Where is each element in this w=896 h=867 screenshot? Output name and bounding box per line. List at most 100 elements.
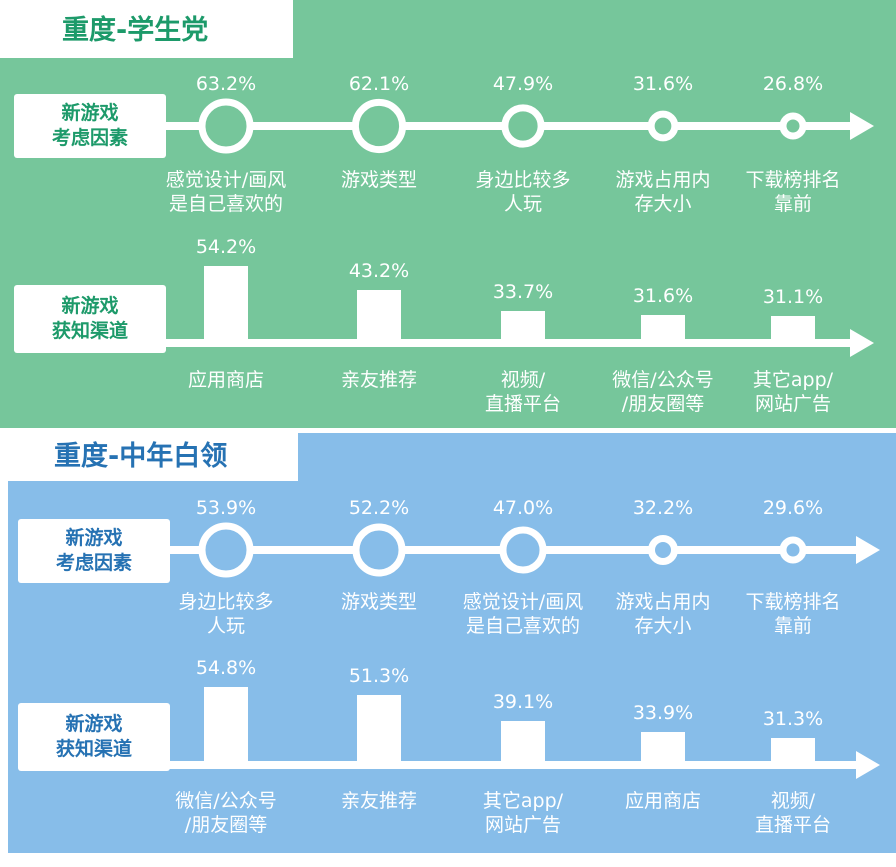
student-title: 重度-学生党 bbox=[0, 0, 293, 58]
category-label-line: 游戏占用内 bbox=[615, 169, 711, 191]
category-label-line: 亲友推荐 bbox=[340, 369, 417, 391]
category-label-line: 网站广告 bbox=[754, 393, 831, 415]
category-label: 身边比较多 人玩 bbox=[151, 590, 301, 638]
category-label-line: 人玩 bbox=[503, 193, 542, 215]
row-label: 新游戏 考虑因素 bbox=[14, 94, 166, 158]
category-label: 其它app/网站广告 bbox=[448, 789, 598, 837]
bubble-point bbox=[351, 98, 407, 154]
axis-arrowhead bbox=[856, 536, 880, 564]
row-label-line: 获知渠道 bbox=[51, 320, 128, 342]
value-label: 62.1% bbox=[348, 73, 410, 95]
value-label: 31.3% bbox=[762, 707, 824, 730]
category-label: 应用商店 bbox=[151, 368, 301, 392]
category-label-line: 视频/ bbox=[770, 790, 816, 812]
value-label: 33.9% bbox=[632, 702, 694, 725]
category-label: 感觉设计/画风 是自己喜欢的 bbox=[448, 590, 598, 638]
category-label-line: 微信/公众号 bbox=[175, 790, 277, 812]
axis-arrowhead bbox=[850, 112, 874, 140]
bar-mark bbox=[357, 290, 401, 340]
row-label-line: 考虑因素 bbox=[55, 552, 132, 574]
row-label: 新游戏 获知渠道 bbox=[14, 285, 166, 353]
bubble-point bbox=[647, 110, 679, 142]
bubble-point bbox=[198, 98, 254, 154]
bubble-axis bbox=[150, 98, 874, 154]
axis-arrowhead bbox=[850, 329, 874, 357]
category-label-line: 存大小 bbox=[634, 193, 692, 215]
category-label-line: 应用商店 bbox=[624, 790, 701, 812]
category-label-line: 亲友推荐 bbox=[340, 790, 417, 812]
bubble-point bbox=[779, 112, 807, 140]
category-label: 感觉设计/画风 是自己喜欢的 bbox=[151, 168, 301, 216]
bar-axis bbox=[150, 329, 874, 357]
category-label-line: 存大小 bbox=[634, 615, 692, 637]
category-label-line: 是自己喜欢的 bbox=[465, 615, 580, 637]
row-label: 新游戏 考虑因素 bbox=[18, 519, 170, 583]
worker-panel: 重度-中年白领 新游戏 考虑因素 53.9% 52.2% 47.0% 32.2% 29.6%… bbox=[8, 433, 896, 853]
bar-mark bbox=[641, 732, 685, 762]
category-label: 下载榜排名 靠前 bbox=[718, 590, 868, 638]
axis-line bbox=[150, 339, 854, 347]
bar-mark bbox=[204, 266, 248, 340]
category-label-line: 直播平台 bbox=[754, 814, 831, 836]
category-label: 应用商店 bbox=[588, 789, 738, 813]
row-label: 新游戏 获知渠道 bbox=[18, 703, 170, 771]
category-label-line: 感觉设计/画风 bbox=[462, 591, 584, 613]
bubble-point bbox=[499, 526, 547, 574]
bar-mark bbox=[357, 694, 401, 762]
bubble-point bbox=[501, 104, 545, 148]
value-label: 51.3% bbox=[348, 664, 410, 687]
bar-mark bbox=[771, 316, 815, 340]
category-label-line: 游戏类型 bbox=[340, 169, 417, 191]
category-label: 游戏占用内 存大小 bbox=[588, 168, 738, 216]
value-label: 31.6% bbox=[632, 73, 694, 95]
value-label: 63.2% bbox=[195, 73, 257, 95]
category-label: 视频/直播平台 bbox=[718, 789, 868, 837]
category-label-line: 下载榜排名 bbox=[745, 169, 841, 191]
category-label: 下载榜排名 靠前 bbox=[718, 168, 868, 216]
category-label-line: 网站广告 bbox=[484, 814, 561, 836]
bar-axis bbox=[158, 751, 880, 779]
category-label-line: 其它app/ bbox=[482, 790, 564, 812]
bubble-axis bbox=[158, 522, 880, 578]
row-label-line: 新游戏 bbox=[61, 295, 119, 317]
bubble-point bbox=[352, 523, 406, 577]
category-label-line: 人玩 bbox=[206, 615, 245, 637]
value-label: 29.6% bbox=[762, 497, 824, 519]
category-label-line: 游戏占用内 bbox=[615, 591, 711, 613]
category-label-line: 游戏类型 bbox=[340, 591, 417, 613]
category-label-line: 直播平台 bbox=[484, 393, 561, 415]
value-label: 53.9% bbox=[195, 497, 257, 519]
category-label-line: 靠前 bbox=[773, 193, 812, 215]
bar-mark bbox=[771, 737, 815, 762]
value-label: 32.2% bbox=[632, 497, 694, 519]
value-label: 39.1% bbox=[492, 690, 554, 713]
value-label: 43.2% bbox=[348, 260, 410, 283]
value-label: 54.2% bbox=[195, 236, 257, 259]
bar-mark bbox=[641, 315, 685, 340]
value-label: 26.8% bbox=[762, 73, 824, 95]
row-label-line: 新游戏 bbox=[65, 527, 123, 549]
category-label-line: 身边比较多 bbox=[178, 591, 274, 613]
category-label-line: 其它app/ bbox=[752, 369, 834, 391]
category-label-line: 感觉设计/画风 bbox=[165, 169, 287, 191]
category-label: 游戏类型 bbox=[304, 168, 454, 192]
value-label: 52.2% bbox=[348, 497, 410, 519]
bar-mark bbox=[204, 687, 248, 762]
row-label-line: 新游戏 bbox=[61, 102, 119, 124]
category-label: 游戏类型 bbox=[304, 590, 454, 614]
row-label-line: 考虑因素 bbox=[51, 127, 128, 149]
category-label-line: 视频/ bbox=[500, 369, 546, 391]
value-label: 54.8% bbox=[195, 657, 257, 680]
category-label: 亲友推荐 bbox=[304, 789, 454, 813]
category-label-line: 靠前 bbox=[773, 615, 812, 637]
value-label: 47.0% bbox=[492, 497, 554, 519]
category-label-line: /朋友圈等 bbox=[621, 393, 705, 415]
category-label: 游戏占用内 存大小 bbox=[588, 590, 738, 638]
axis-line bbox=[158, 761, 860, 769]
row-label-line: 获知渠道 bbox=[55, 738, 132, 760]
category-label: 身边比较多 人玩 bbox=[448, 168, 598, 216]
bubble-point bbox=[198, 522, 254, 578]
bubble-point bbox=[779, 536, 807, 564]
bar-mark bbox=[501, 310, 545, 340]
